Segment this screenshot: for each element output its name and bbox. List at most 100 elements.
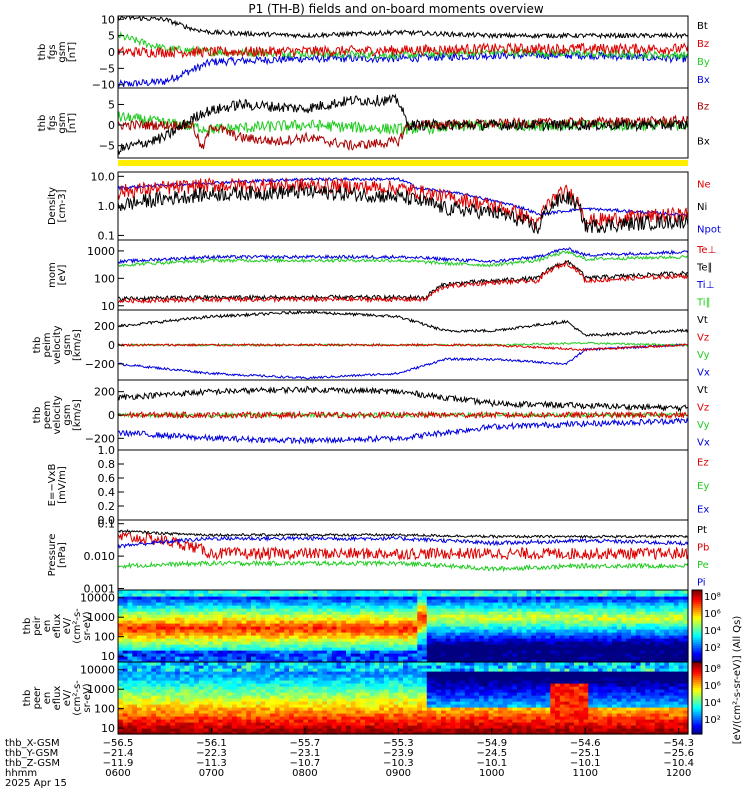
spectrogram-cell — [175, 611, 181, 615]
spectrogram-cell — [388, 716, 395, 720]
spectrogram-cell — [669, 590, 675, 594]
spectrogram-cell — [393, 647, 399, 651]
spectrogram-cell — [118, 662, 124, 666]
spectrogram-cell — [597, 635, 604, 639]
spectrogram-cell — [578, 632, 585, 636]
spectrogram-cell — [194, 614, 200, 618]
spectrogram-cell — [175, 728, 181, 732]
spectrogram-cell — [246, 725, 252, 729]
spectrogram-cell — [274, 716, 281, 720]
spectrogram-cell — [331, 656, 338, 660]
spectrogram-cell — [455, 665, 461, 669]
spectrogram-cell — [160, 680, 167, 684]
spectrogram-cell — [369, 662, 376, 666]
spectrogram-cell — [559, 620, 566, 624]
spectrogram-cell — [255, 623, 262, 627]
spectrogram-cell — [241, 716, 247, 720]
spectrogram-cell — [498, 656, 504, 660]
spectrogram-cell — [498, 602, 504, 606]
spectrogram-cell — [536, 641, 542, 645]
spectrogram-cell — [279, 722, 285, 726]
spectrogram-cell — [118, 695, 124, 699]
spectrogram-cell — [284, 593, 290, 597]
spectrogram-cell — [379, 623, 385, 627]
spectrogram-cell — [407, 701, 414, 705]
spectrogram-cell — [403, 650, 409, 654]
spectrogram-cell — [118, 644, 124, 648]
spectrogram-cell — [227, 629, 233, 633]
spectrogram-cell — [469, 698, 475, 702]
spectrogram-cell — [217, 620, 224, 624]
spectrogram-cell — [379, 683, 385, 687]
spectrogram-cell — [445, 722, 452, 726]
spectrogram-cell — [488, 611, 494, 615]
spectrogram-cell — [369, 620, 376, 624]
spectrogram-cell — [379, 707, 385, 711]
spectrogram-cell — [393, 728, 399, 732]
spectrogram-cell — [422, 644, 428, 648]
spectrogram-cell — [141, 629, 148, 633]
spectrogram-cell — [417, 605, 423, 609]
spectrogram-cell — [517, 599, 523, 603]
spectrogram-cell — [479, 698, 485, 702]
spectrogram-cell — [664, 650, 670, 654]
spectrogram-cell — [616, 653, 623, 657]
spectrogram-cell — [141, 656, 148, 660]
spectrogram-cell — [270, 695, 276, 699]
spectrogram-cell — [593, 638, 599, 642]
spectrogram-cell — [455, 593, 461, 597]
spectrogram-cell — [222, 671, 228, 675]
spectrogram-cell — [384, 722, 390, 726]
spectrogram-cell — [132, 653, 138, 657]
spectrogram-cell — [260, 704, 266, 708]
spectrogram-cell — [327, 728, 333, 732]
spectrogram-cell — [474, 701, 480, 705]
y-tick-label: −200 — [85, 358, 115, 371]
spectrogram-cell — [189, 629, 195, 633]
spectrogram-cell — [426, 671, 433, 675]
spectrogram-cell — [517, 608, 523, 612]
spectrogram-cell — [517, 611, 523, 615]
spectrogram-cell — [194, 632, 200, 636]
spectrogram-cell — [455, 692, 461, 696]
spectrogram-cell — [564, 623, 570, 627]
spectrogram-cell — [146, 614, 152, 618]
spectrogram-cell — [583, 623, 589, 627]
spectrogram-cell — [341, 680, 347, 684]
spectrogram-cell — [322, 605, 328, 609]
spectrogram-cell — [213, 722, 219, 726]
spectrogram-cell — [422, 605, 428, 609]
spectrogram-cell — [635, 596, 642, 600]
spectrogram-cell — [407, 677, 414, 681]
spectrogram-cell — [246, 632, 252, 636]
spectrogram-cell — [208, 632, 214, 636]
spectrogram-cell — [251, 722, 257, 726]
spectrogram-cell — [246, 653, 252, 657]
spectrogram-cell — [189, 731, 195, 735]
spectrogram-cell — [460, 608, 466, 612]
spectrogram-cell — [293, 605, 300, 609]
spectrogram-cell — [384, 695, 390, 699]
spectrogram-cell — [469, 668, 475, 672]
spectrogram-cell — [483, 632, 490, 636]
spectrogram-cell — [146, 647, 152, 651]
spectrogram-cell — [369, 680, 376, 684]
spectrogram-cell — [189, 653, 195, 657]
spectrogram-cell — [460, 605, 466, 609]
spectrogram-cell — [555, 599, 561, 603]
spectrogram-cell — [260, 677, 266, 681]
spectrogram-cell — [536, 614, 542, 618]
spectrogram-cell — [464, 713, 471, 717]
spectrogram-cell — [293, 674, 300, 678]
spectrogram-cell — [170, 626, 176, 630]
spectrogram-cell — [474, 614, 480, 618]
spectrogram-cell — [393, 722, 399, 726]
spectrogram-cell — [270, 728, 276, 732]
spectrogram-cell — [422, 602, 428, 606]
spectrogram-cell — [156, 671, 162, 675]
spectrogram-cell — [512, 602, 518, 606]
spectrogram-cell — [531, 602, 537, 606]
spectrogram-cell — [137, 647, 143, 651]
spectrogram-cell — [170, 602, 176, 606]
spectrogram-cell — [388, 671, 395, 675]
